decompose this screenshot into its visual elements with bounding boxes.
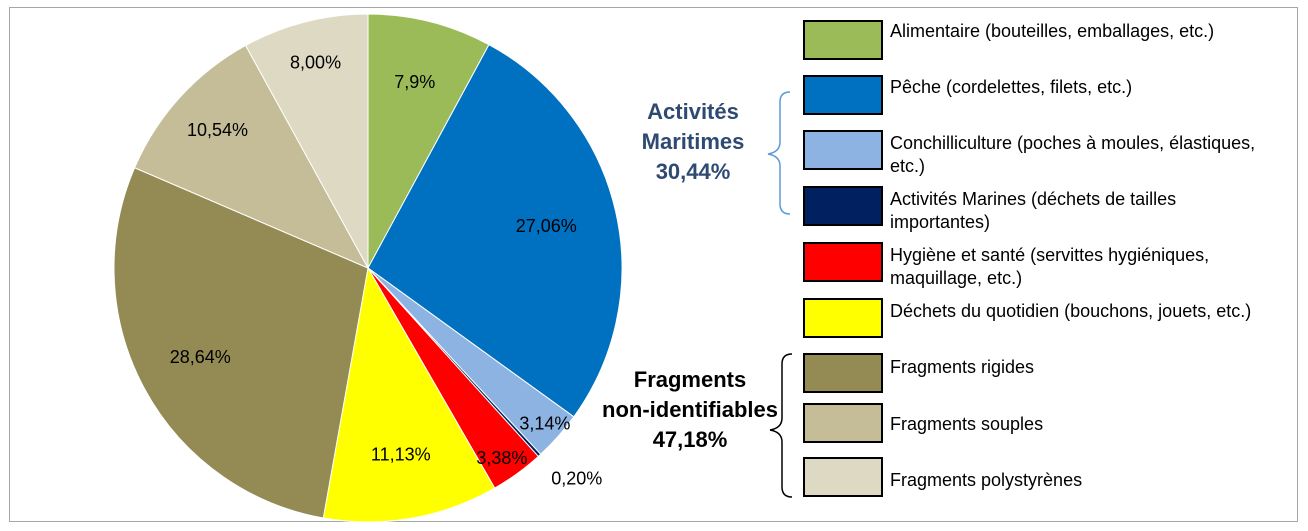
pie-slice: [133, 44, 370, 270]
pie-slice: [367, 13, 490, 269]
pie-slice: [244, 13, 369, 269]
pie-slice: [113, 167, 369, 519]
legend-label: Fragments souples: [890, 414, 1044, 434]
legend-swatch: [803, 457, 883, 497]
frame: [9, 7, 1298, 522]
data-label: 27,06%: [516, 216, 577, 236]
legend-swatch: [803, 75, 883, 115]
legend-label: Fragments polystyrènes: [890, 470, 1083, 490]
legend-label: Hygiène et santé (servittes hygiéniques,…: [890, 245, 1210, 288]
legend-label: Alimentaire (bouteilles, emballages, etc…: [890, 21, 1215, 41]
annotation: Fragments: [634, 367, 746, 392]
annotation: Maritimes: [642, 129, 745, 154]
legend-label: Déchets du quotidien (bouchons, jouets, …: [890, 301, 1252, 321]
legend-swatch: [803, 20, 883, 60]
bracket: [767, 91, 791, 215]
data-label: 3,14%: [519, 413, 570, 433]
annotation: 47,18%: [653, 427, 728, 452]
legend-swatch: [803, 186, 883, 226]
legend-label: Activités Marines (déchets de tailles im…: [890, 189, 1177, 232]
data-label: 0,20%: [551, 468, 602, 488]
annotation: non-identifiables: [602, 397, 778, 422]
data-label: 8,00%: [290, 53, 341, 73]
legend-label: Fragments rigides: [890, 357, 1035, 377]
data-label: 11,13%: [371, 444, 431, 464]
legend-swatch: [803, 298, 883, 338]
data-label: 3,38%: [476, 448, 527, 468]
pie-slice: [322, 266, 496, 523]
data-label: 10,54%: [187, 120, 248, 140]
data-label: 28,64%: [170, 347, 231, 367]
data-label: 7,9%: [394, 72, 435, 92]
legend-label: Conchilliculture (poches à moules, élast…: [890, 133, 1256, 176]
legend-swatch: [803, 403, 883, 443]
bracket: [769, 353, 793, 498]
annotation: Activités: [647, 99, 739, 124]
legend-swatch: [803, 353, 883, 393]
legend-swatch: [803, 130, 883, 170]
legend-label: Pêche (cordelettes, filets, etc.): [890, 77, 1133, 97]
pie-slice: [367, 43, 623, 418]
legend-swatch: [803, 242, 883, 282]
annotation: 30,44%: [656, 159, 731, 184]
